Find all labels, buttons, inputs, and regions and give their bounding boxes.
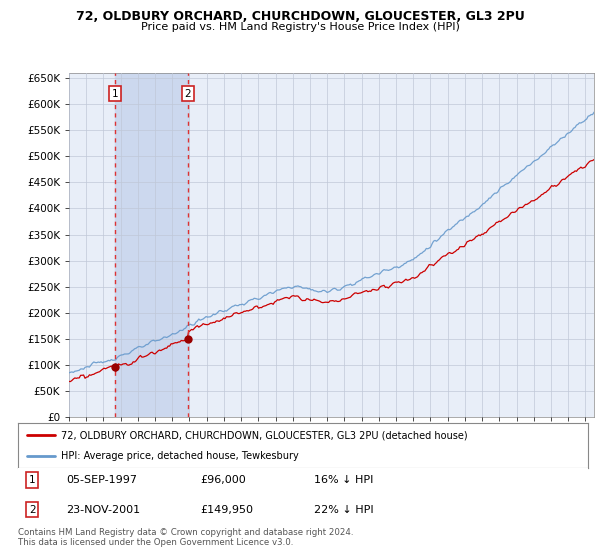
Text: 72, OLDBURY ORCHARD, CHURCHDOWN, GLOUCESTER, GL3 2PU: 72, OLDBURY ORCHARD, CHURCHDOWN, GLOUCES…	[76, 10, 524, 23]
Text: 23-NOV-2001: 23-NOV-2001	[67, 505, 140, 515]
Text: HPI: Average price, detached house, Tewkesbury: HPI: Average price, detached house, Tewk…	[61, 451, 299, 461]
Text: 22% ↓ HPI: 22% ↓ HPI	[314, 505, 374, 515]
Text: 1: 1	[112, 88, 118, 99]
Text: 2: 2	[29, 505, 35, 515]
Text: 05-SEP-1997: 05-SEP-1997	[67, 475, 137, 485]
Text: 1: 1	[29, 475, 35, 485]
Text: 72, OLDBURY ORCHARD, CHURCHDOWN, GLOUCESTER, GL3 2PU (detached house): 72, OLDBURY ORCHARD, CHURCHDOWN, GLOUCES…	[61, 430, 467, 440]
Text: £96,000: £96,000	[200, 475, 246, 485]
Bar	[115, 73, 188, 417]
Text: 16% ↓ HPI: 16% ↓ HPI	[314, 475, 374, 485]
Text: Contains HM Land Registry data © Crown copyright and database right 2024.
This d: Contains HM Land Registry data © Crown c…	[18, 528, 353, 547]
Text: Price paid vs. HM Land Registry's House Price Index (HPI): Price paid vs. HM Land Registry's House …	[140, 22, 460, 32]
Text: £149,950: £149,950	[200, 505, 253, 515]
Text: 2: 2	[184, 88, 191, 99]
